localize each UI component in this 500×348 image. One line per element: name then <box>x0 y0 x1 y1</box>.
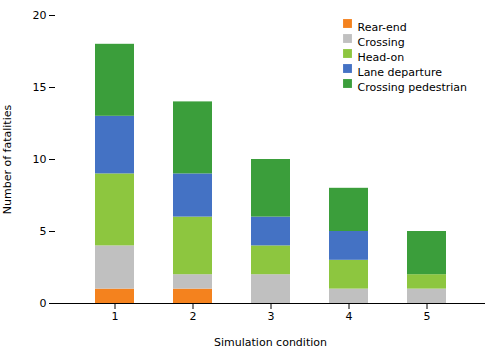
svg-text:Head-on: Head-on <box>358 51 405 64</box>
svg-text:2: 2 <box>190 310 197 323</box>
svg-text:5: 5 <box>424 310 431 323</box>
svg-text:15: 15 <box>33 81 47 94</box>
svg-text:0: 0 <box>40 297 47 310</box>
svg-text:Simulation condition: Simulation condition <box>214 336 327 348</box>
svg-text:Rear-end: Rear-end <box>358 21 407 34</box>
svg-text:5: 5 <box>40 225 47 238</box>
svg-text:Number of fatalities: Number of fatalities <box>1 105 14 215</box>
svg-text:10: 10 <box>33 153 47 166</box>
svg-text:3: 3 <box>268 310 275 323</box>
svg-text:Crossing: Crossing <box>358 36 405 49</box>
svg-text:Crossing pedestrian: Crossing pedestrian <box>358 81 468 94</box>
svg-text:1: 1 <box>112 310 119 323</box>
svg-text:4: 4 <box>346 310 353 323</box>
svg-text:20: 20 <box>33 9 47 22</box>
svg-text:Lane departure: Lane departure <box>358 66 443 79</box>
